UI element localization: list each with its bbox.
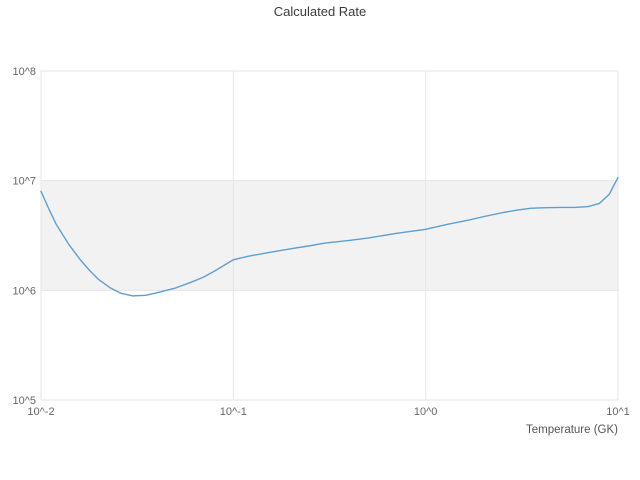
y-tick-label: 10^7: [12, 176, 36, 188]
band-annotation: [41, 180, 618, 291]
x-axis-label: Temperature (GK): [526, 424, 618, 436]
y-tick-label: 10^8: [12, 66, 36, 78]
x-tick-label: 10^0: [414, 406, 438, 418]
x-tick-label: 10^1: [606, 406, 630, 418]
x-tick-labels: 10^-2 10^-1 10^0 10^1: [27, 406, 629, 418]
x-tick-label: 10^-2: [27, 406, 54, 418]
gridlines: [40, 70, 619, 401]
x-tick-label: 10^-1: [220, 406, 247, 418]
chart-title: Calculated Rate: [273, 4, 367, 19]
y-tick-label: 10^6: [12, 285, 36, 297]
y-tick-label: 10^5: [12, 395, 36, 407]
y-tick-labels: 10^5 10^6 10^7 10^8: [12, 66, 36, 407]
rate-line-series: [40, 176, 619, 297]
